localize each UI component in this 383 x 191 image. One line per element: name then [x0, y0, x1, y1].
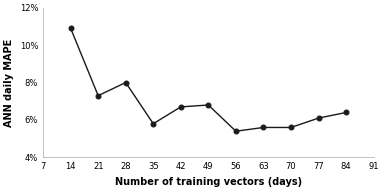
Y-axis label: ANN daily MAPE: ANN daily MAPE	[4, 38, 14, 127]
X-axis label: Number of training vectors (days): Number of training vectors (days)	[115, 177, 302, 187]
